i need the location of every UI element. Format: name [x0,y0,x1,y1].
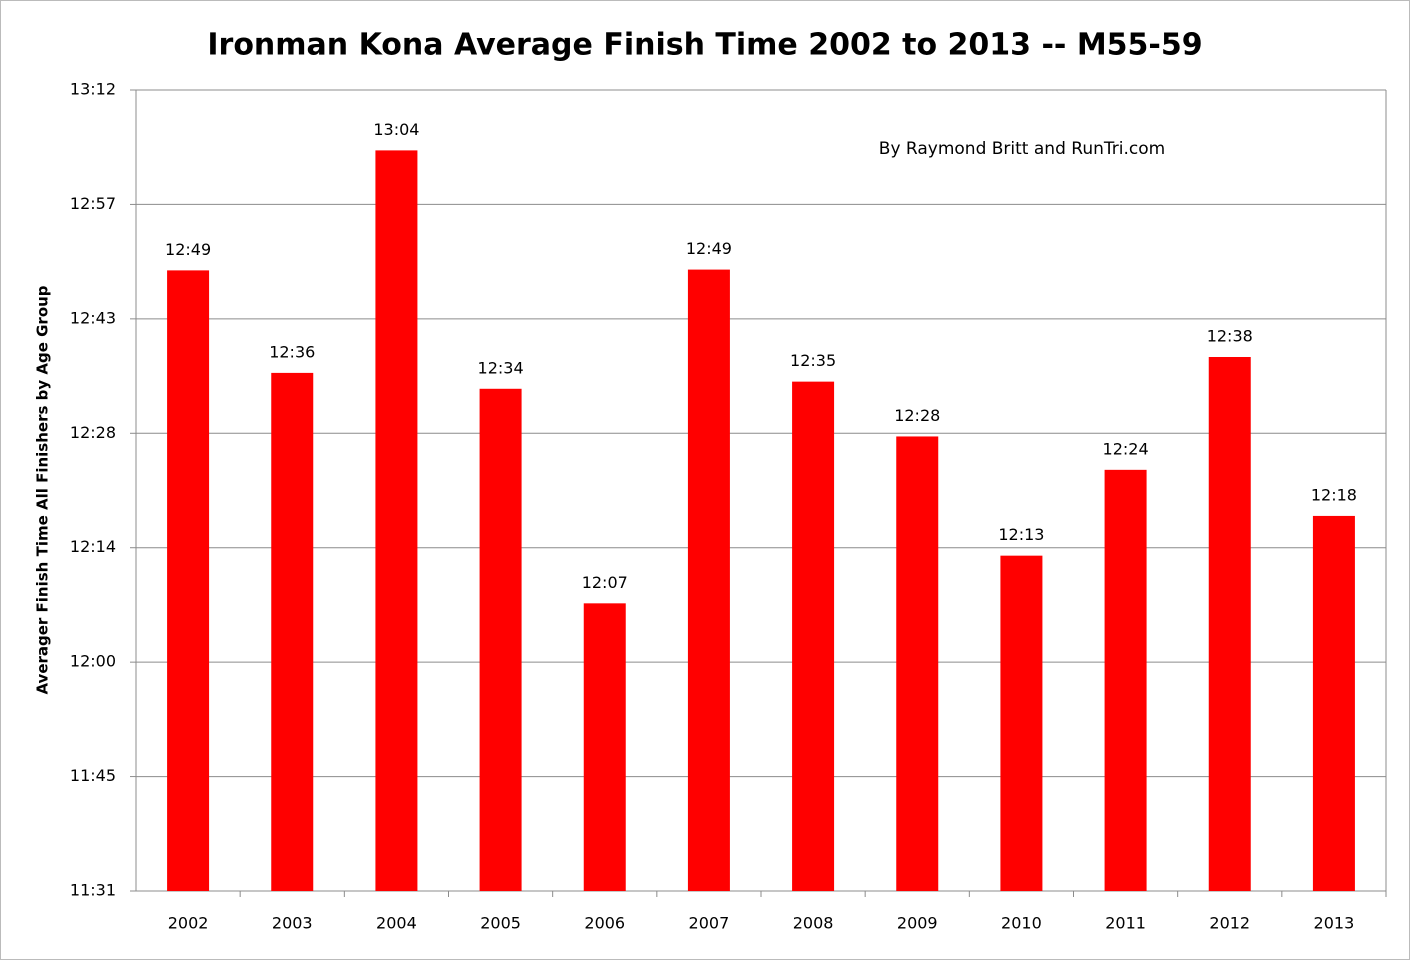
data-label: 12:28 [894,406,940,425]
data-label: 12:34 [478,358,524,377]
y-tick-label: 12:00 [70,652,116,671]
x-tick-label: 2011 [1105,914,1146,933]
chart-title: Ironman Kona Average Finish Time 2002 to… [207,28,1202,63]
bar [792,381,835,891]
x-tick-label: 2005 [480,914,521,933]
data-label: 13:04 [373,120,419,139]
data-label: 12:36 [269,342,315,361]
data-label: 12:13 [998,525,1044,544]
x-tick-label: 2009 [897,914,938,933]
data-label: 12:18 [1311,485,1357,504]
annotation: By Raymond Britt and RunTri.com [879,139,1165,159]
y-tick-label: 11:31 [70,881,116,900]
x-tick-label: 2006 [584,914,625,933]
data-label: 12:07 [582,573,628,592]
data-label: 12:24 [1103,439,1149,458]
y-tick-label: 11:45 [70,766,116,785]
bar [167,270,210,892]
x-tick-label: 2003 [272,914,313,933]
x-tick-label: 2012 [1209,914,1250,933]
y-tick-label: 13:12 [70,80,116,99]
x-tick-label: 2008 [793,914,834,933]
y-tick-label: 12:14 [70,537,116,556]
bar [687,269,730,891]
y-axis-label: Averager Finish Time All Finishers by Ag… [34,285,52,694]
bar [1312,515,1355,891]
bar [583,603,626,891]
data-label: 12:49 [165,240,211,259]
y-tick-label: 12:57 [70,194,116,213]
bar [271,372,314,892]
bar [1000,555,1043,891]
bar [1104,469,1147,891]
bar [896,436,939,891]
bar [1208,357,1251,891]
bar [375,150,418,892]
y-tick-label: 12:28 [70,423,116,442]
x-tick-label: 2002 [168,914,209,933]
x-tick-label: 2004 [376,914,417,933]
data-label: 12:49 [686,239,732,258]
x-tick-label: 2013 [1314,914,1355,933]
data-label: 12:38 [1207,327,1253,346]
x-tick-label: 2007 [689,914,730,933]
bar [479,388,522,891]
x-tick-label: 2010 [1001,914,1042,933]
data-label: 12:35 [790,351,836,370]
y-tick-label: 12:43 [70,308,116,327]
